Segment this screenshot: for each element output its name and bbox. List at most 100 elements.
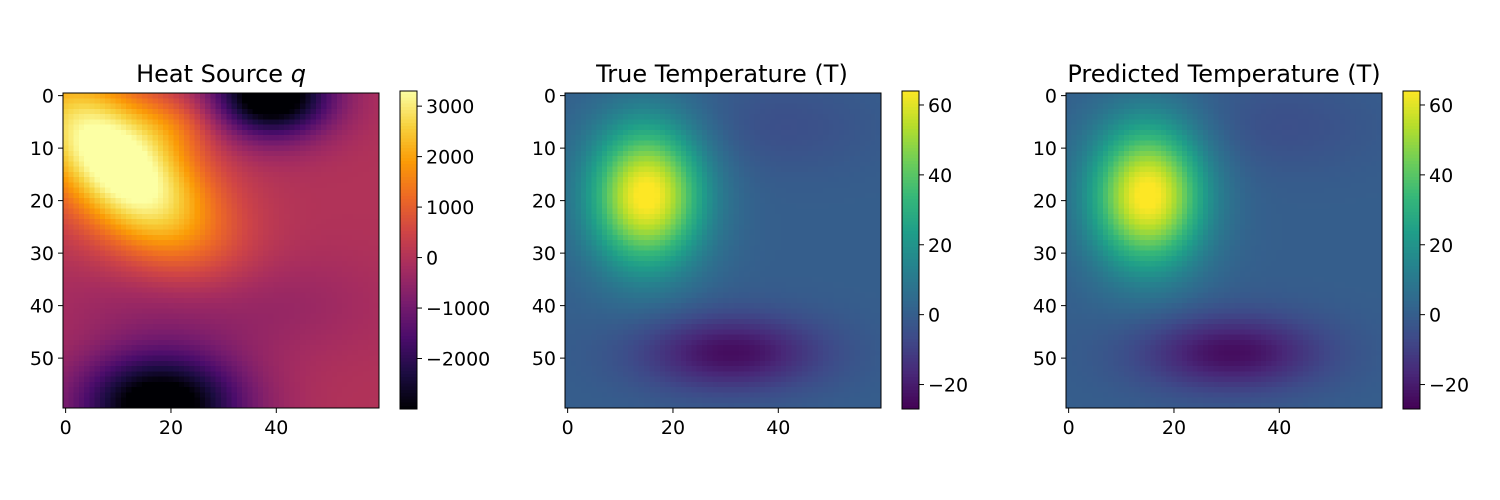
heatmap-cell	[315, 93, 322, 99]
heatmap-cell	[278, 182, 285, 189]
heatmap-cell	[115, 282, 122, 288]
heatmap-cell	[136, 329, 143, 336]
heatmap-cell	[802, 119, 808, 126]
heatmap-cell	[189, 303, 196, 309]
heatmap-cell	[823, 93, 829, 99]
heatmap-cell	[199, 108, 206, 115]
heatmap-cell	[294, 171, 301, 178]
heatmap-cell	[257, 282, 264, 288]
heatmap-cell	[110, 360, 117, 367]
heatmap-cell	[775, 135, 782, 141]
heatmap-cell	[63, 313, 69, 320]
heatmap-cell	[105, 376, 111, 383]
heatmap-cell	[273, 324, 280, 330]
heatmap-cell	[163, 360, 169, 367]
heatmap-cell	[263, 387, 269, 393]
heatmap-cell	[168, 376, 175, 383]
heatmap-cell	[263, 245, 269, 252]
heatmap-cell	[565, 98, 571, 105]
heatmap-cell	[875, 140, 882, 147]
heatmap-cell	[342, 161, 348, 168]
heatmap-cell	[152, 234, 159, 241]
colorbar-segment	[400, 103, 417, 108]
heatmap-cell	[310, 276, 317, 283]
heatmap-cell	[775, 119, 782, 126]
heatmap-cell	[305, 266, 312, 273]
heatmap-cell	[184, 166, 190, 173]
heatmap-cell	[300, 282, 306, 288]
heatmap-cell	[173, 266, 180, 273]
heatmap-cell	[184, 203, 190, 210]
heatmap-cell	[268, 292, 275, 299]
heatmap-cell	[194, 297, 201, 304]
heatmap-cell	[591, 177, 598, 183]
heatmap-cell	[173, 119, 180, 126]
heatmap-cell	[707, 182, 714, 189]
heatmap-cell	[352, 345, 359, 351]
heatmap-cell	[331, 313, 338, 320]
heatmap-cell	[294, 219, 301, 225]
heatmap-cell	[231, 219, 238, 225]
heatmap-cell	[352, 103, 359, 110]
heatmap-cell	[617, 135, 624, 141]
heatmap-cell	[126, 119, 133, 126]
heatmap-cell	[859, 192, 866, 199]
heatmap-cell	[210, 271, 217, 278]
heatmap-cell	[828, 171, 835, 178]
heatmap-cell	[644, 192, 650, 199]
heatmap-cell	[326, 287, 333, 294]
heatmap-cell	[120, 161, 127, 168]
heatmap-cell	[131, 108, 138, 115]
heatmap-cell	[321, 292, 327, 299]
heatmap-cell	[326, 313, 333, 320]
heatmap-cell	[649, 182, 656, 189]
heatmap-cell	[115, 166, 122, 173]
heatmap-cell	[791, 150, 798, 157]
heatmap-cell	[622, 108, 629, 115]
heatmap-cell	[226, 371, 233, 378]
heatmap-cell	[247, 360, 254, 367]
heatmap-cell	[231, 366, 238, 372]
heatmap-cell	[823, 135, 829, 141]
heatmap-cell	[357, 339, 364, 346]
heatmap-cell	[305, 360, 312, 367]
heatmap-cell	[73, 308, 80, 315]
heatmap-cell	[168, 387, 175, 393]
heatmap-cell	[305, 103, 312, 110]
heatmap-cell	[336, 208, 343, 215]
heatmap-cell	[226, 103, 233, 110]
heatmap-cell	[686, 145, 692, 152]
heatmap-cell	[215, 387, 222, 393]
heatmap-cell	[263, 287, 269, 294]
heatmap-cell	[247, 103, 254, 110]
heatmap-cell	[84, 276, 90, 283]
heatmap-cell	[189, 292, 196, 299]
heatmap-cell	[680, 119, 687, 126]
heatmap-cell	[168, 345, 175, 351]
heatmap-cell	[770, 93, 777, 99]
heatmap-cell	[221, 177, 227, 183]
heatmap-cell	[63, 135, 69, 141]
heatmap-cell	[110, 282, 117, 288]
heatmap-cell	[242, 166, 248, 173]
heatmap-cell	[601, 108, 608, 115]
heatmap-cell	[368, 192, 375, 199]
heatmap-cell	[823, 192, 829, 199]
heatmap-cell	[120, 135, 127, 141]
heatmap-cell	[570, 124, 577, 131]
heatmap-cell	[754, 150, 761, 157]
heatmap-cell	[796, 171, 803, 178]
heatmap-cell	[680, 187, 687, 194]
heatmap-cell	[315, 224, 322, 231]
heatmap-cell	[257, 339, 264, 346]
heatmap-cell	[321, 150, 327, 157]
heatmap-cell	[321, 124, 327, 131]
heatmap-cell	[68, 376, 75, 383]
heatmap-cell	[221, 213, 227, 220]
heatmap-cell	[670, 150, 677, 157]
heatmap-cell	[126, 392, 133, 399]
heatmap-cell	[770, 187, 777, 194]
heatmap-cell	[236, 313, 243, 320]
heatmap-cell	[252, 297, 259, 304]
heatmap-cell	[305, 129, 312, 136]
